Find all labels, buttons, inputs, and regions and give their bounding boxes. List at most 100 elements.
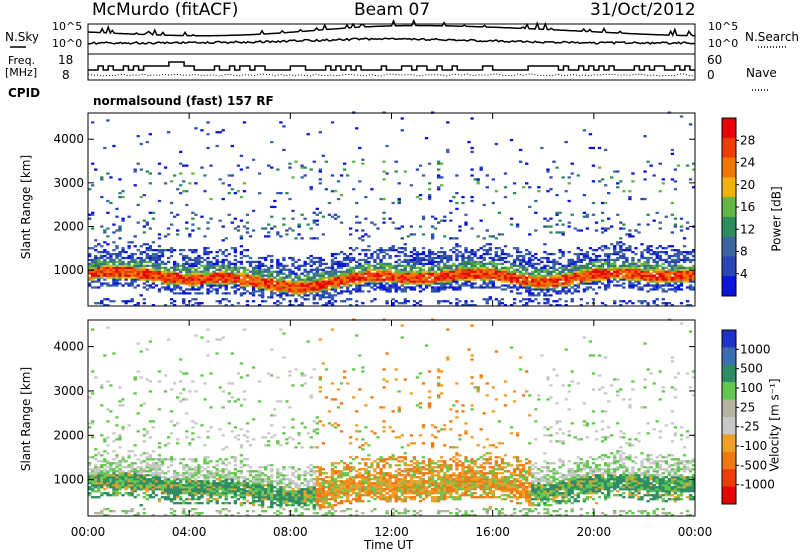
power-cell	[576, 256, 580, 260]
power-cell	[427, 197, 432, 201]
power-cell	[106, 250, 110, 254]
velocity-cell	[97, 468, 101, 471]
velocity-cell	[176, 488, 180, 491]
velocity-cell	[151, 486, 156, 489]
power-cell	[500, 298, 505, 301]
power-cell	[379, 284, 383, 287]
power-cell	[467, 250, 471, 254]
power-cell	[518, 270, 523, 273]
power-cell	[288, 227, 292, 230]
power-cell	[613, 278, 617, 281]
power-cell	[421, 256, 426, 260]
power-cell	[549, 260, 553, 264]
velocity-cell	[94, 472, 98, 475]
power-cell	[676, 250, 681, 254]
power-cell	[443, 256, 447, 260]
power-cell	[552, 282, 556, 285]
velocity-cell	[261, 494, 265, 497]
power-cell	[640, 302, 644, 305]
velocity-cell	[103, 472, 107, 475]
power-cell	[251, 288, 256, 291]
velocity-cell	[239, 470, 244, 473]
power-cell	[464, 250, 468, 254]
velocity-cell	[245, 458, 250, 461]
power-cell	[606, 217, 611, 220]
power-cell	[576, 272, 580, 275]
velocity-cell	[251, 496, 256, 499]
velocity-cell	[233, 496, 238, 499]
power-cell	[297, 268, 301, 271]
power-cell	[409, 250, 414, 254]
power-cell	[540, 266, 544, 269]
power-cell	[525, 182, 529, 185]
power-cell	[151, 278, 156, 281]
power-cell	[364, 233, 368, 236]
velocity-cell	[218, 474, 222, 477]
power-cell	[233, 272, 238, 275]
velocity-cell	[166, 490, 171, 493]
power-cell	[440, 266, 444, 269]
power-cell	[567, 280, 571, 283]
power-cell	[373, 266, 377, 269]
power-cell	[218, 282, 222, 285]
velocity-cell	[97, 460, 101, 463]
power-cell	[358, 258, 362, 262]
velocity-cell	[139, 404, 143, 407]
velocity-cell	[197, 488, 201, 491]
power-cell	[652, 174, 656, 177]
power-cell	[412, 262, 417, 266]
power-cell	[318, 278, 322, 281]
power-cell	[330, 286, 335, 289]
power-cell	[649, 245, 653, 248]
velocity-cell	[136, 466, 140, 469]
power-cell	[239, 195, 244, 199]
velocity-cell	[136, 476, 140, 479]
velocity-cell	[191, 492, 195, 495]
power-cell	[291, 292, 295, 295]
velocity-cell	[100, 476, 104, 479]
power-cell	[637, 231, 641, 234]
power-cell	[288, 166, 292, 169]
velocity-cell	[245, 422, 250, 425]
power-cell	[224, 254, 228, 258]
power-cell	[245, 300, 250, 303]
power-cell	[591, 268, 596, 271]
velocity-cell	[230, 496, 234, 499]
velocity-cell	[121, 472, 125, 475]
power-cell	[394, 268, 398, 271]
power-cell	[148, 284, 153, 287]
power-cell	[188, 300, 192, 303]
velocity-cell	[109, 478, 113, 481]
power-cell	[543, 217, 547, 220]
velocity-cell	[239, 404, 244, 407]
velocity-cell	[224, 478, 228, 481]
power-cell	[230, 188, 234, 191]
power-cell	[345, 256, 350, 260]
power-cell	[528, 262, 532, 266]
power-cell	[157, 268, 162, 271]
power-cell	[194, 292, 198, 295]
power-cell	[227, 282, 231, 285]
power-cell	[658, 162, 662, 165]
power-cell	[112, 260, 116, 264]
velocity-cell	[112, 474, 116, 477]
power-cell	[133, 252, 137, 256]
velocity-cell	[185, 514, 189, 517]
power-cell	[239, 286, 244, 289]
power-cell	[145, 256, 149, 260]
power-cell	[279, 235, 283, 238]
velocity-cell	[194, 472, 198, 475]
power-cell	[133, 268, 137, 271]
power-cell	[151, 272, 156, 275]
velocity-cell	[212, 498, 216, 501]
power-cell	[330, 258, 335, 262]
power-cell	[640, 300, 644, 303]
power-cell	[385, 172, 389, 175]
power-cell	[682, 280, 687, 283]
power-cell	[312, 302, 316, 305]
power-cell	[291, 256, 295, 260]
power-cell	[458, 264, 462, 267]
velocity-cell	[242, 478, 247, 481]
power-cell	[242, 266, 247, 269]
